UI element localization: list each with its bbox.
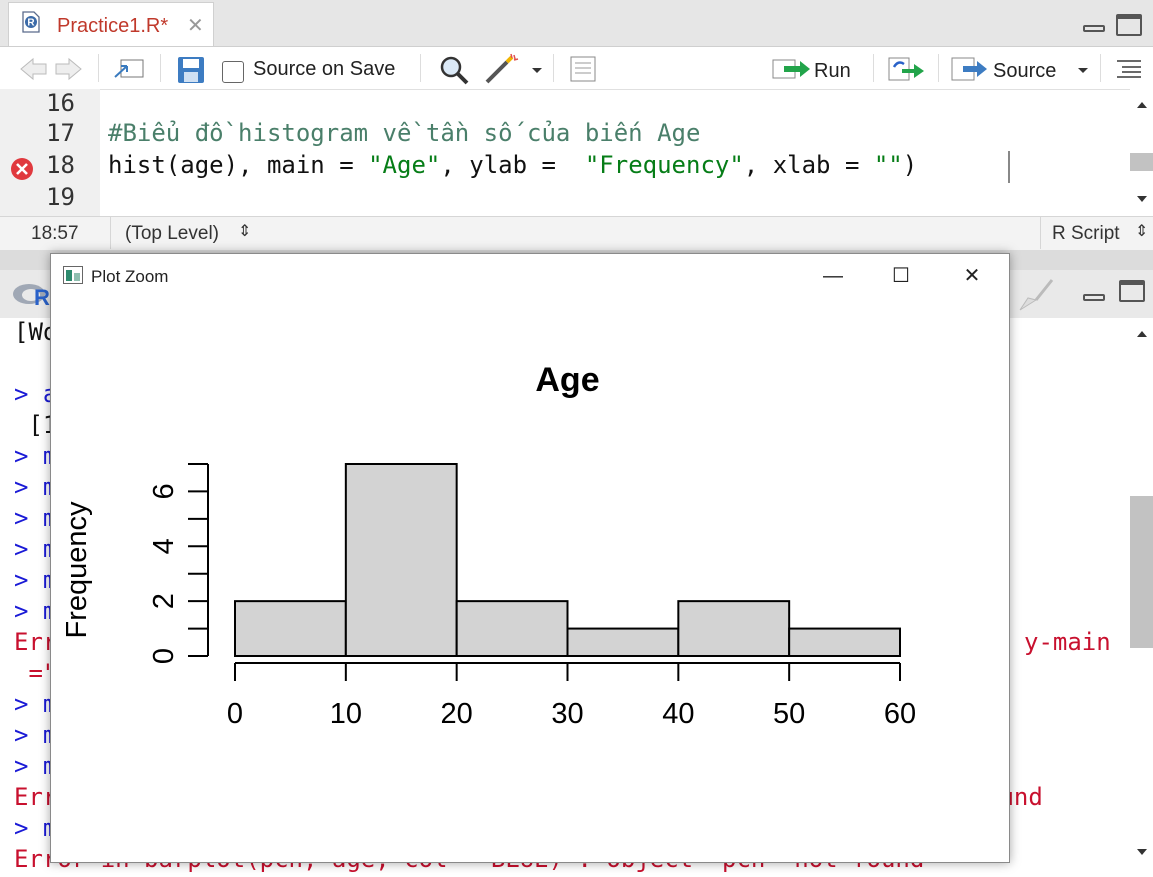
editor-toolbar: Source on Save Run Source	[0, 47, 1153, 90]
editor-tab-title: Practice1.R*	[57, 15, 169, 37]
plot-zoom-title: Plot Zoom	[91, 267, 169, 286]
histogram-plot: Age 0 10 20 30 40 50 60 0 2 4 6 Frequency	[61, 361, 916, 730]
svg-text:R: R	[34, 285, 50, 308]
line-number-gutter	[0, 89, 100, 216]
plot-zoom-titlebar[interactable]: Plot Zoom — ☐ ✕	[51, 254, 1007, 298]
window-close-button[interactable]: ✕	[963, 265, 981, 287]
line-number: 17	[46, 119, 75, 147]
source-on-save-checkbox[interactable]	[222, 61, 244, 83]
r-logo-icon: R	[13, 284, 50, 308]
scroll-up-icon[interactable]	[1136, 330, 1148, 338]
rerun-icon[interactable]	[888, 56, 928, 82]
scroll-down-icon[interactable]	[1136, 195, 1148, 203]
editor-status-bar: 18:57 (Top Level) ⇕ R Script ⇕	[0, 216, 1153, 251]
text-cursor	[1008, 151, 1010, 183]
line-number: 19	[46, 183, 75, 211]
console-scrollbar[interactable]	[1130, 318, 1153, 877]
line-number: 18	[46, 151, 75, 179]
y-axis-label: Frequency	[61, 501, 93, 639]
compile-report-icon[interactable]	[568, 55, 598, 83]
show-in-window-icon[interactable]	[113, 57, 145, 81]
run-button[interactable]: Run	[814, 60, 851, 82]
x-tick-label: 60	[884, 698, 916, 730]
source-dropdown-chevron-icon[interactable]	[1077, 67, 1089, 75]
editor-tab-strip: R Practice1.R* ✕	[0, 0, 1153, 47]
clear-console-broom-icon[interactable]	[1016, 278, 1056, 312]
x-tick-label: 10	[330, 698, 362, 730]
chevron-down-icon[interactable]	[531, 67, 543, 75]
y-tick-label: 0	[148, 648, 180, 664]
scroll-up-icon[interactable]	[1136, 101, 1148, 109]
code-editor[interactable]: 16 17 18 19 #Biểu đồ histogram về tần số…	[0, 89, 1153, 216]
editor-scroll-thumb[interactable]	[1130, 153, 1153, 171]
run-icon[interactable]	[772, 57, 812, 81]
error-marker-icon[interactable]	[10, 157, 34, 181]
histogram-bar	[234, 600, 347, 657]
x-tick-label: 30	[551, 698, 583, 730]
x-tick-label: 0	[227, 698, 243, 730]
source-on-save-label: Source on Save	[253, 58, 396, 80]
y-tick-label: 4	[148, 538, 180, 554]
svg-text:R: R	[27, 18, 35, 29]
code-tools-wand-icon[interactable]	[483, 53, 523, 85]
plot-zoom-window: Plot Zoom — ☐ ✕ Age 0 10 20 30 40 50 60 0 2 4 6 Freq…	[50, 253, 1010, 863]
histogram-bar	[344, 463, 458, 657]
y-tick-label: 2	[148, 593, 180, 609]
window-maximize-button[interactable]: ☐	[892, 265, 910, 287]
r-file-icon: R	[22, 11, 40, 33]
source-icon[interactable]	[951, 57, 991, 81]
histogram-bar	[677, 600, 791, 657]
pane-maximize-icon[interactable]	[1116, 14, 1142, 36]
x-tick-label: 20	[441, 698, 473, 730]
scope-selector[interactable]: (Top Level)	[125, 223, 219, 244]
histogram-bar	[788, 627, 902, 658]
y-tick-label: 6	[148, 483, 180, 499]
histogram-bar	[455, 600, 569, 657]
console-scroll-thumb[interactable]	[1130, 496, 1153, 648]
editor-scrollbar[interactable]	[1130, 89, 1153, 216]
console-error-fragment: y-main	[1024, 628, 1111, 656]
editor-tab-close-icon[interactable]: ✕	[187, 15, 204, 37]
back-forward-icon[interactable]	[18, 57, 84, 81]
editor-tab[interactable]: R Practice1.R* ✕	[8, 2, 214, 46]
outline-icon[interactable]	[1116, 59, 1142, 79]
plot-window-icon	[63, 266, 83, 284]
chart-title: Age	[535, 361, 599, 399]
console-maximize-icon[interactable]	[1119, 280, 1145, 302]
console-minimize-icon[interactable]	[1083, 294, 1105, 301]
x-tick-label: 50	[773, 698, 805, 730]
line-number: 16	[46, 89, 75, 117]
scroll-down-icon[interactable]	[1136, 848, 1148, 856]
pane-minimize-icon[interactable]	[1083, 25, 1105, 32]
histogram-bar	[566, 627, 680, 658]
save-icon[interactable]	[177, 56, 205, 84]
scope-updown-icon[interactable]: ⇕	[238, 223, 252, 240]
file-type-selector[interactable]: R Script	[1052, 223, 1120, 244]
file-type-updown-icon[interactable]: ⇕	[1135, 223, 1149, 240]
window-minimize-button[interactable]: —	[823, 265, 843, 287]
source-button[interactable]: Source	[993, 60, 1057, 82]
code-line-comment: #Biểu đồ histogram về tần số của biến Ag…	[108, 119, 701, 147]
code-line-error: hist(age), main = "Age", ylab = "Frequen…	[108, 151, 918, 179]
search-icon[interactable]	[438, 54, 470, 86]
x-tick-label: 40	[662, 698, 694, 730]
cursor-position: 18:57	[31, 223, 79, 244]
